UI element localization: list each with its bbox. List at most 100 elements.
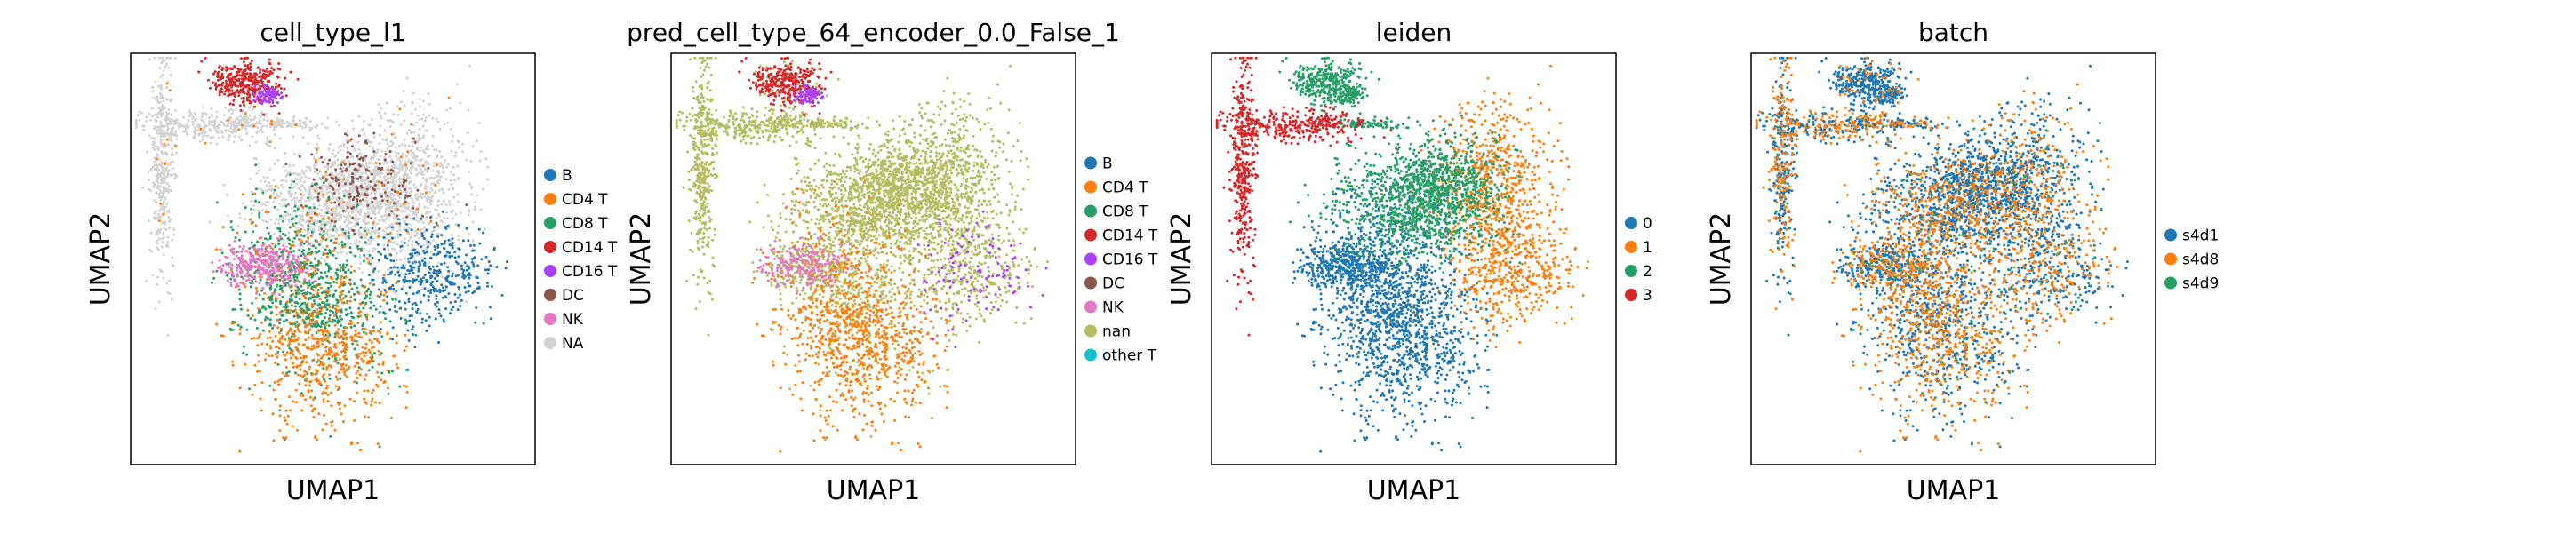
data-point [443, 247, 446, 251]
data-point [385, 178, 388, 181]
data-point [437, 341, 441, 344]
data-point [283, 416, 286, 419]
data-point [162, 252, 165, 256]
data-point [252, 203, 256, 207]
data-point [274, 185, 277, 188]
data-point [324, 232, 328, 235]
data-point [286, 219, 290, 221]
data-point [284, 169, 288, 172]
data-point [382, 298, 386, 302]
data-point [238, 245, 242, 249]
data-point [427, 295, 430, 298]
data-point [470, 258, 474, 260]
data-point [359, 152, 363, 155]
data-point [326, 336, 330, 339]
data-point [402, 217, 404, 219]
data-point [335, 310, 339, 314]
data-point [287, 213, 291, 217]
data-point [422, 276, 425, 280]
data-point [433, 176, 436, 179]
data-point [290, 182, 293, 186]
data-point [311, 359, 315, 362]
data-point [457, 223, 460, 227]
data-point [249, 317, 252, 320]
data-point [200, 115, 204, 118]
data-point [380, 252, 383, 256]
data-point [301, 394, 305, 397]
data-point [164, 228, 168, 232]
data-point [368, 232, 372, 235]
data-point [286, 203, 290, 206]
data-point [362, 159, 364, 162]
data-point [368, 293, 372, 297]
data-point [471, 239, 475, 243]
data-point [460, 264, 463, 267]
data-point [389, 144, 393, 147]
data-point [320, 291, 324, 295]
data-point [468, 276, 471, 280]
data-point [393, 208, 396, 211]
data-point [468, 210, 471, 213]
data-point [226, 139, 229, 142]
data-point [237, 135, 241, 139]
data-point [362, 204, 365, 208]
data-point [333, 323, 337, 327]
data-point [316, 151, 318, 155]
data-point [260, 111, 263, 114]
data-point [215, 201, 219, 204]
data-point [392, 212, 396, 216]
data-point [410, 112, 413, 115]
data-point [345, 375, 348, 378]
data-point [295, 226, 299, 229]
data-point [348, 290, 351, 294]
data-point [366, 389, 370, 393]
data-point [432, 164, 436, 168]
data-point [367, 183, 371, 187]
data-point [399, 155, 403, 159]
data-point [279, 310, 282, 314]
data-point [240, 254, 244, 258]
data-point [332, 353, 336, 355]
data-point [421, 164, 425, 168]
data-point [355, 204, 358, 208]
data-point [212, 126, 216, 129]
data-point [171, 147, 174, 150]
data-point [282, 239, 285, 242]
data-point [349, 265, 353, 268]
data-point [364, 351, 368, 354]
data-point [158, 188, 162, 192]
data-point [416, 242, 420, 245]
data-point [274, 362, 277, 365]
data-point [367, 348, 371, 352]
data-point [328, 282, 332, 285]
data-point [370, 118, 373, 121]
data-point [229, 220, 233, 223]
data-point [340, 292, 344, 296]
data-point [332, 228, 335, 232]
data-point [290, 179, 293, 182]
data-point [300, 362, 303, 364]
data-point [307, 274, 310, 278]
data-point [364, 346, 367, 350]
data-point [321, 342, 324, 346]
data-point [377, 170, 380, 173]
data-point [339, 148, 342, 152]
data-point [252, 337, 256, 340]
data-point [404, 333, 407, 337]
data-point [313, 170, 316, 173]
data-point [450, 233, 453, 236]
data-point [353, 347, 356, 351]
data-point [388, 232, 392, 235]
data-point [320, 188, 324, 192]
data-point [317, 412, 321, 416]
data-point [326, 394, 330, 397]
data-point [386, 101, 389, 105]
data-point [278, 429, 282, 433]
data-point [316, 358, 320, 362]
data-point [427, 206, 429, 210]
data-point [441, 166, 444, 170]
data-point [141, 186, 145, 189]
data-point [275, 313, 278, 316]
data-point [285, 318, 288, 322]
